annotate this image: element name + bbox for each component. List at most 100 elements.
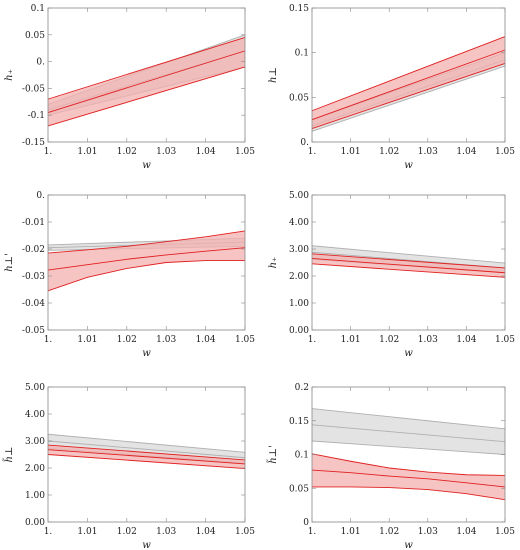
y-axis-label: h₊ <box>4 69 15 81</box>
plot-frame <box>47 386 246 523</box>
y-tick-label: 0.2 <box>295 383 309 393</box>
x-tick-label: 1.05 <box>235 527 255 537</box>
y-tick-label: 1.00 <box>25 491 45 501</box>
y-tick-label: 0.05 <box>25 31 45 41</box>
series-line-gray-upper <box>311 245 506 264</box>
x-tick-label: 1.03 <box>418 147 438 157</box>
x-tick-label: 1.02 <box>379 147 399 157</box>
series-line-red-center <box>311 49 506 121</box>
y-tick-label: 0.15 <box>289 4 309 14</box>
y-tick-label: 4.00 <box>25 410 45 420</box>
y-tick-label: 0.05 <box>289 93 309 103</box>
y-tick-label: 0. <box>36 58 45 68</box>
series-line-gray-lower <box>311 440 506 455</box>
y-tick-label: 5.00 <box>25 383 45 393</box>
y-tick-label: 4.00 <box>289 218 309 228</box>
x-axis-label: w <box>142 160 151 171</box>
band-area-red <box>312 453 505 500</box>
series-line-gray-upper <box>311 408 506 430</box>
x-tick-label: 1.05 <box>495 527 515 537</box>
y-tick-label: -0.01 <box>22 218 45 228</box>
y-tick-label: 1.00 <box>289 299 309 309</box>
series-line-red-upper <box>311 36 506 112</box>
chart-panel-2: 1. 1.01 1.02 1.03 1.04 1.05 0. 0.05 0.1 0.15 w h⊥ <box>268 4 515 171</box>
series-line-red-lower <box>311 62 506 130</box>
x-tick-label: 1.01 <box>341 527 361 537</box>
y-tick-label: 0.15 <box>289 417 309 427</box>
chart-panel-4: 1. 1.01 1.02 1.03 1.04 1.05 0.00 1.00 2.00 3.00 4.… <box>268 191 515 359</box>
y-tick-label: 3.00 <box>289 245 309 255</box>
x-tick-label: 1.05 <box>235 335 255 345</box>
series-line-red-center <box>311 469 506 488</box>
x-tick-label: 1.04 <box>196 527 216 537</box>
series-line-gray-center <box>311 424 506 443</box>
y-tick-label: -0.04 <box>22 299 45 309</box>
x-axis-label: w <box>404 540 413 550</box>
plot-frame <box>47 194 246 331</box>
series-line-red-upper <box>311 453 506 476</box>
y-tick-label: -0.03 <box>22 272 45 282</box>
x-tick-label: 1.02 <box>117 527 137 537</box>
chart-panel-6: 1. 1.01 1.02 1.03 1.04 1.05 0 0.05 0.1 0.15 0.2 w h̃… <box>267 383 515 550</box>
x-tick-label: 1.02 <box>379 335 399 345</box>
series-line-red-upper <box>47 444 246 461</box>
y-tick-label: -0.05 <box>22 84 45 94</box>
band-area-red <box>48 230 245 291</box>
y-tick-label: 0 <box>303 518 309 528</box>
series-line-gray-lower <box>311 65 506 132</box>
plot-frame <box>311 386 506 523</box>
y-axis-label: h⊥ <box>268 67 279 83</box>
plot-frame <box>47 7 246 143</box>
y-tick-label: 0.00 <box>25 518 45 528</box>
x-tick-label: 1.04 <box>196 335 216 345</box>
y-axis-label: h̃⊥' <box>267 445 279 464</box>
x-tick-label: 1.04 <box>456 147 476 157</box>
y-tick-label: -0.1 <box>28 111 45 121</box>
x-tick-label: 1.05 <box>495 147 515 157</box>
chart-panel-5: 1. 1.01 1.02 1.03 1.04 1.05 0.00 1.00 2.00 3.00 4.… <box>3 383 255 550</box>
chart-panel-3: 1. 1.01 1.02 1.03 1.04 1.05 -0.05 -0.04 -0.03 -0.… <box>4 191 255 359</box>
x-axis-label: w <box>142 540 151 550</box>
x-tick-label: 1.03 <box>418 527 438 537</box>
x-tick-label: 1.02 <box>379 527 399 537</box>
x-tick-label: 1.04 <box>456 335 476 345</box>
y-tick-label: 0.1 <box>295 49 309 59</box>
series-line-red-upper <box>47 230 246 254</box>
series-line-red-upper <box>47 37 246 100</box>
series-line-gray-upper <box>47 433 246 453</box>
series-line-gray-center <box>47 440 246 459</box>
y-tick-label: 0.05 <box>289 484 309 494</box>
x-tick-label: 1. <box>308 527 317 537</box>
x-axis-label: w <box>404 348 413 359</box>
plot-frame <box>311 194 506 331</box>
y-axis-label: h⊥' <box>4 253 15 272</box>
x-tick-label: 1.04 <box>196 147 216 157</box>
series-line-red-lower <box>312 486 506 501</box>
series-line-red-center <box>47 449 246 465</box>
x-tick-label: 1.02 <box>117 147 137 157</box>
y-tick-label: 2.00 <box>289 272 309 282</box>
y-axis-label: h̃⊥ <box>3 447 15 463</box>
series-line-red-center <box>47 247 246 271</box>
y-tick-label: 0. <box>300 138 309 148</box>
plot-frame <box>311 7 506 143</box>
x-tick-label: 1.05 <box>495 335 515 345</box>
series-line-red-lower <box>47 66 246 127</box>
y-tick-label: -0.05 <box>22 326 45 336</box>
x-tick-label: 1.01 <box>77 147 97 157</box>
y-tick-label: 0.1 <box>295 451 309 461</box>
x-tick-label: 1. <box>44 527 53 537</box>
series-line-red-center <box>47 50 246 113</box>
y-tick-label: -0.15 <box>22 138 45 148</box>
series-line-red-upper <box>311 253 506 269</box>
y-tick-label: 0. <box>36 191 45 201</box>
series-line-red-lower <box>311 263 506 278</box>
x-tick-label: 1.01 <box>341 147 361 157</box>
x-tick-label: 1.03 <box>156 147 176 157</box>
band-area-gray <box>312 408 505 455</box>
series-line-red-lower <box>47 454 246 469</box>
x-axis-label: w <box>142 348 151 359</box>
x-tick-label: 1.03 <box>156 527 176 537</box>
chart-panel-1: 1. 1.01 1.02 1.03 1.04 1.05 -0.15 -0.1 -0.05 0. 0.… <box>4 4 255 171</box>
